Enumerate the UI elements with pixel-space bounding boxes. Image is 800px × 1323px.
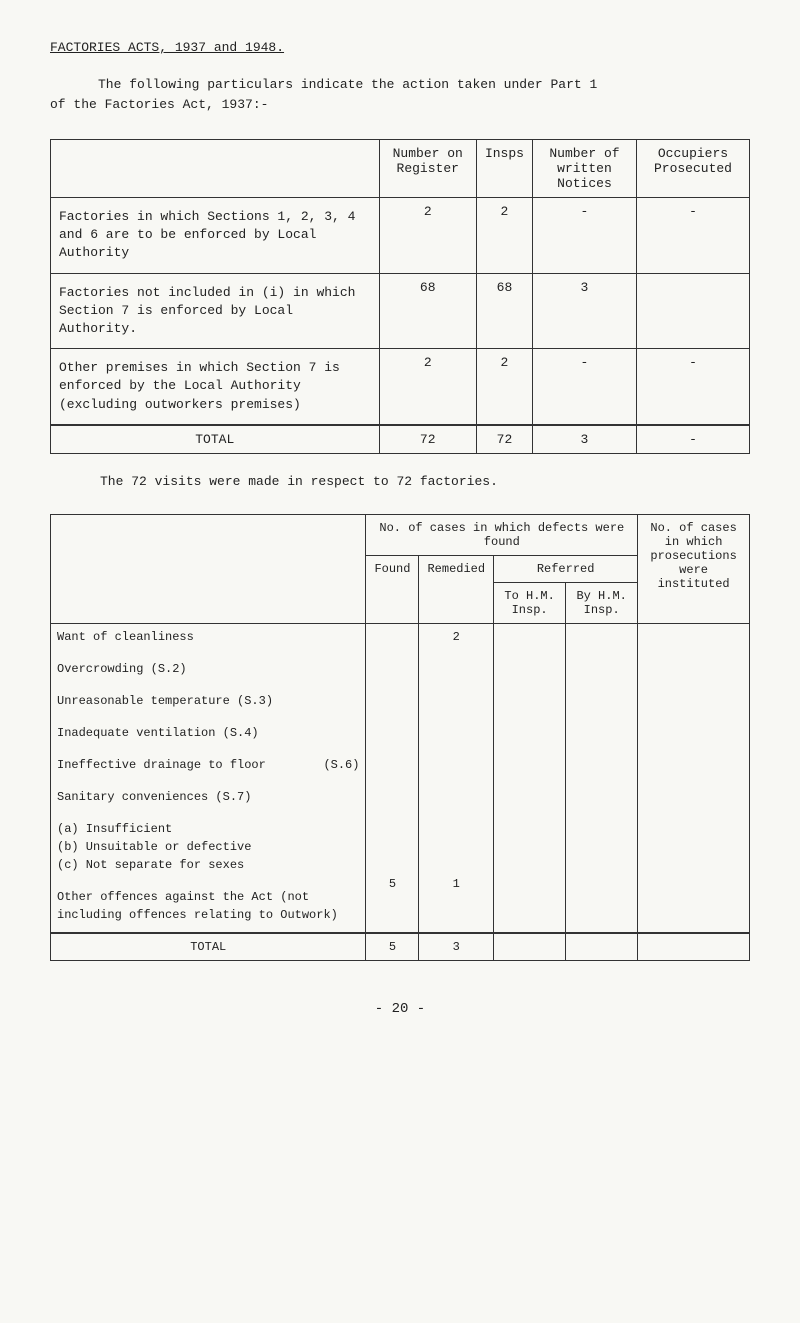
t1-cell: 2: [476, 198, 532, 274]
t1-cell: 2: [476, 349, 532, 425]
t2-header-to-hm: To H.M. Insp.: [494, 582, 566, 623]
t1-cell: -: [636, 198, 749, 274]
page-heading: FACTORIES ACTS, 1937 and 1948.: [50, 40, 750, 55]
table-row: Other premises in which Section 7 is enf…: [51, 349, 750, 425]
t1-header-insps: Insps: [476, 140, 532, 198]
t2-total-row: TOTAL 5 3: [51, 933, 750, 961]
t2-header-cases-found: No. of cases in which defects were found: [366, 514, 638, 555]
t1-cell: 2: [379, 198, 476, 274]
t1-row-desc: Factories in which Sections 1, 2, 3, 4 a…: [51, 198, 380, 274]
t2-desc: Other offences against the Act (not incl…: [57, 888, 359, 924]
defects-table: No. of cases in which defects were found…: [50, 514, 750, 961]
t1-total-cell: -: [636, 425, 749, 454]
t2-found-val: 5: [366, 877, 418, 891]
t1-cell: 3: [532, 273, 636, 349]
t1-cell: 68: [379, 273, 476, 349]
t2-rem-val: 1: [419, 877, 493, 891]
t2-desc-block: Want of cleanliness Overcrowding (S.2) U…: [51, 623, 366, 933]
t1-cell: -: [636, 349, 749, 425]
t2-desc: Inadequate ventilation (S.4): [57, 724, 359, 742]
t1-header-prosecuted: Occupiers Prosecuted: [636, 140, 749, 198]
t2-header-found: Found: [366, 555, 419, 623]
t2-byhm-block: [566, 623, 638, 933]
page-number: - 20 -: [50, 1001, 750, 1017]
intro-line-1: The following particulars indicate the a…: [98, 77, 597, 92]
t1-cell: 2: [379, 349, 476, 425]
t2-header-blank: [51, 514, 366, 623]
t2-total-cell: [638, 933, 750, 961]
t1-total-label: TOTAL: [51, 425, 380, 454]
t1-cell: 68: [476, 273, 532, 349]
t2-desc: Sanitary conveniences (S.7): [57, 788, 359, 806]
t1-cell: -: [532, 198, 636, 274]
t2-header-remedied: Remedied: [419, 555, 494, 623]
t1-header-blank: [51, 140, 380, 198]
t2-rem-block: 2 1: [419, 623, 494, 933]
t2-pros-block: [638, 623, 750, 933]
t2-total-cell: [566, 933, 638, 961]
factories-table: Number on Register Insps Number of writt…: [50, 139, 750, 454]
t2-header-referred: Referred: [494, 555, 638, 582]
table-row: Factories in which Sections 1, 2, 3, 4 a…: [51, 198, 750, 274]
t2-total-label: TOTAL: [51, 933, 366, 961]
t2-total-cell: 5: [366, 933, 419, 961]
t1-cell: -: [532, 349, 636, 425]
t2-header-by-hm: By H.M. Insp.: [566, 582, 638, 623]
between-tables-text: The 72 visits were made in respect to 72…: [100, 474, 750, 489]
t2-desc: Overcrowding (S.2): [57, 660, 359, 678]
t2-total-cell: [494, 933, 566, 961]
t2-desc: Ineffective drainage to floor (S.6): [57, 756, 359, 774]
t1-row-desc: Other premises in which Section 7 is enf…: [51, 349, 380, 425]
t1-total-row: TOTAL 72 72 3 -: [51, 425, 750, 454]
t2-header-prosecutions: No. of cases in which prosecutions were …: [638, 514, 750, 623]
t2-desc: (a) Insufficient (b) Unsuitable or defec…: [57, 820, 359, 874]
t2-tohm-block: [494, 623, 566, 933]
intro-paragraph: The following particulars indicate the a…: [50, 75, 750, 114]
t1-total-cell: 72: [476, 425, 532, 454]
t2-total-cell: 3: [419, 933, 494, 961]
intro-line-2: of the Factories Act, 1937:-: [50, 95, 268, 115]
t1-cell: [636, 273, 749, 349]
t1-total-cell: 72: [379, 425, 476, 454]
t1-row-desc: Factories not included in (i) in which S…: [51, 273, 380, 349]
t2-desc: Unreasonable temperature (S.3): [57, 692, 359, 710]
table-row: Factories not included in (i) in which S…: [51, 273, 750, 349]
t2-desc: Want of cleanliness: [57, 628, 359, 646]
t1-header-notices: Number of written Notices: [532, 140, 636, 198]
t1-header-register: Number on Register: [379, 140, 476, 198]
t2-found-block: 5: [366, 623, 419, 933]
t2-rem-val: 2: [419, 630, 493, 644]
t1-total-cell: 3: [532, 425, 636, 454]
